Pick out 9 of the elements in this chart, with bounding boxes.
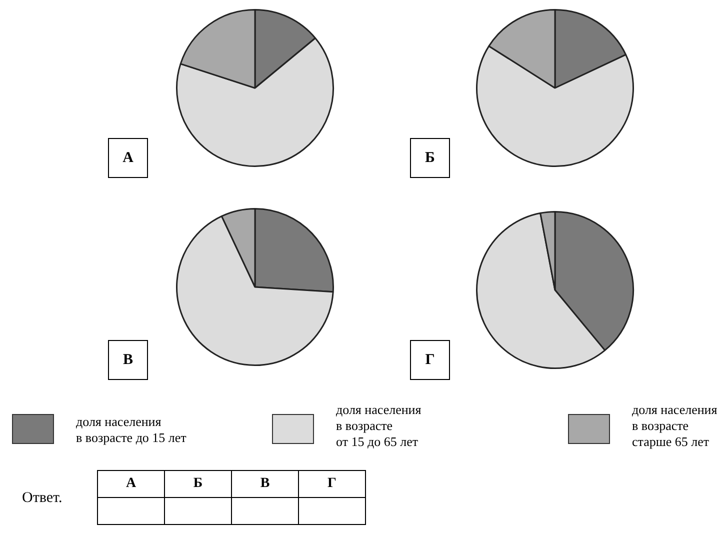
text: Ответ.	[22, 490, 62, 507]
text: Б	[410, 138, 450, 178]
text: Г	[410, 340, 450, 380]
text: В	[108, 340, 148, 380]
legend-label: доля населения в возрасте от 15 до 65 лет	[336, 402, 422, 450]
text: А	[108, 138, 148, 178]
legend-label: доля населения в возрасте до 15 лет	[76, 414, 186, 446]
legend-label: доля населения в возрасте старше 65 лет	[632, 402, 718, 450]
answer-table: А Б В Г	[97, 470, 366, 525]
